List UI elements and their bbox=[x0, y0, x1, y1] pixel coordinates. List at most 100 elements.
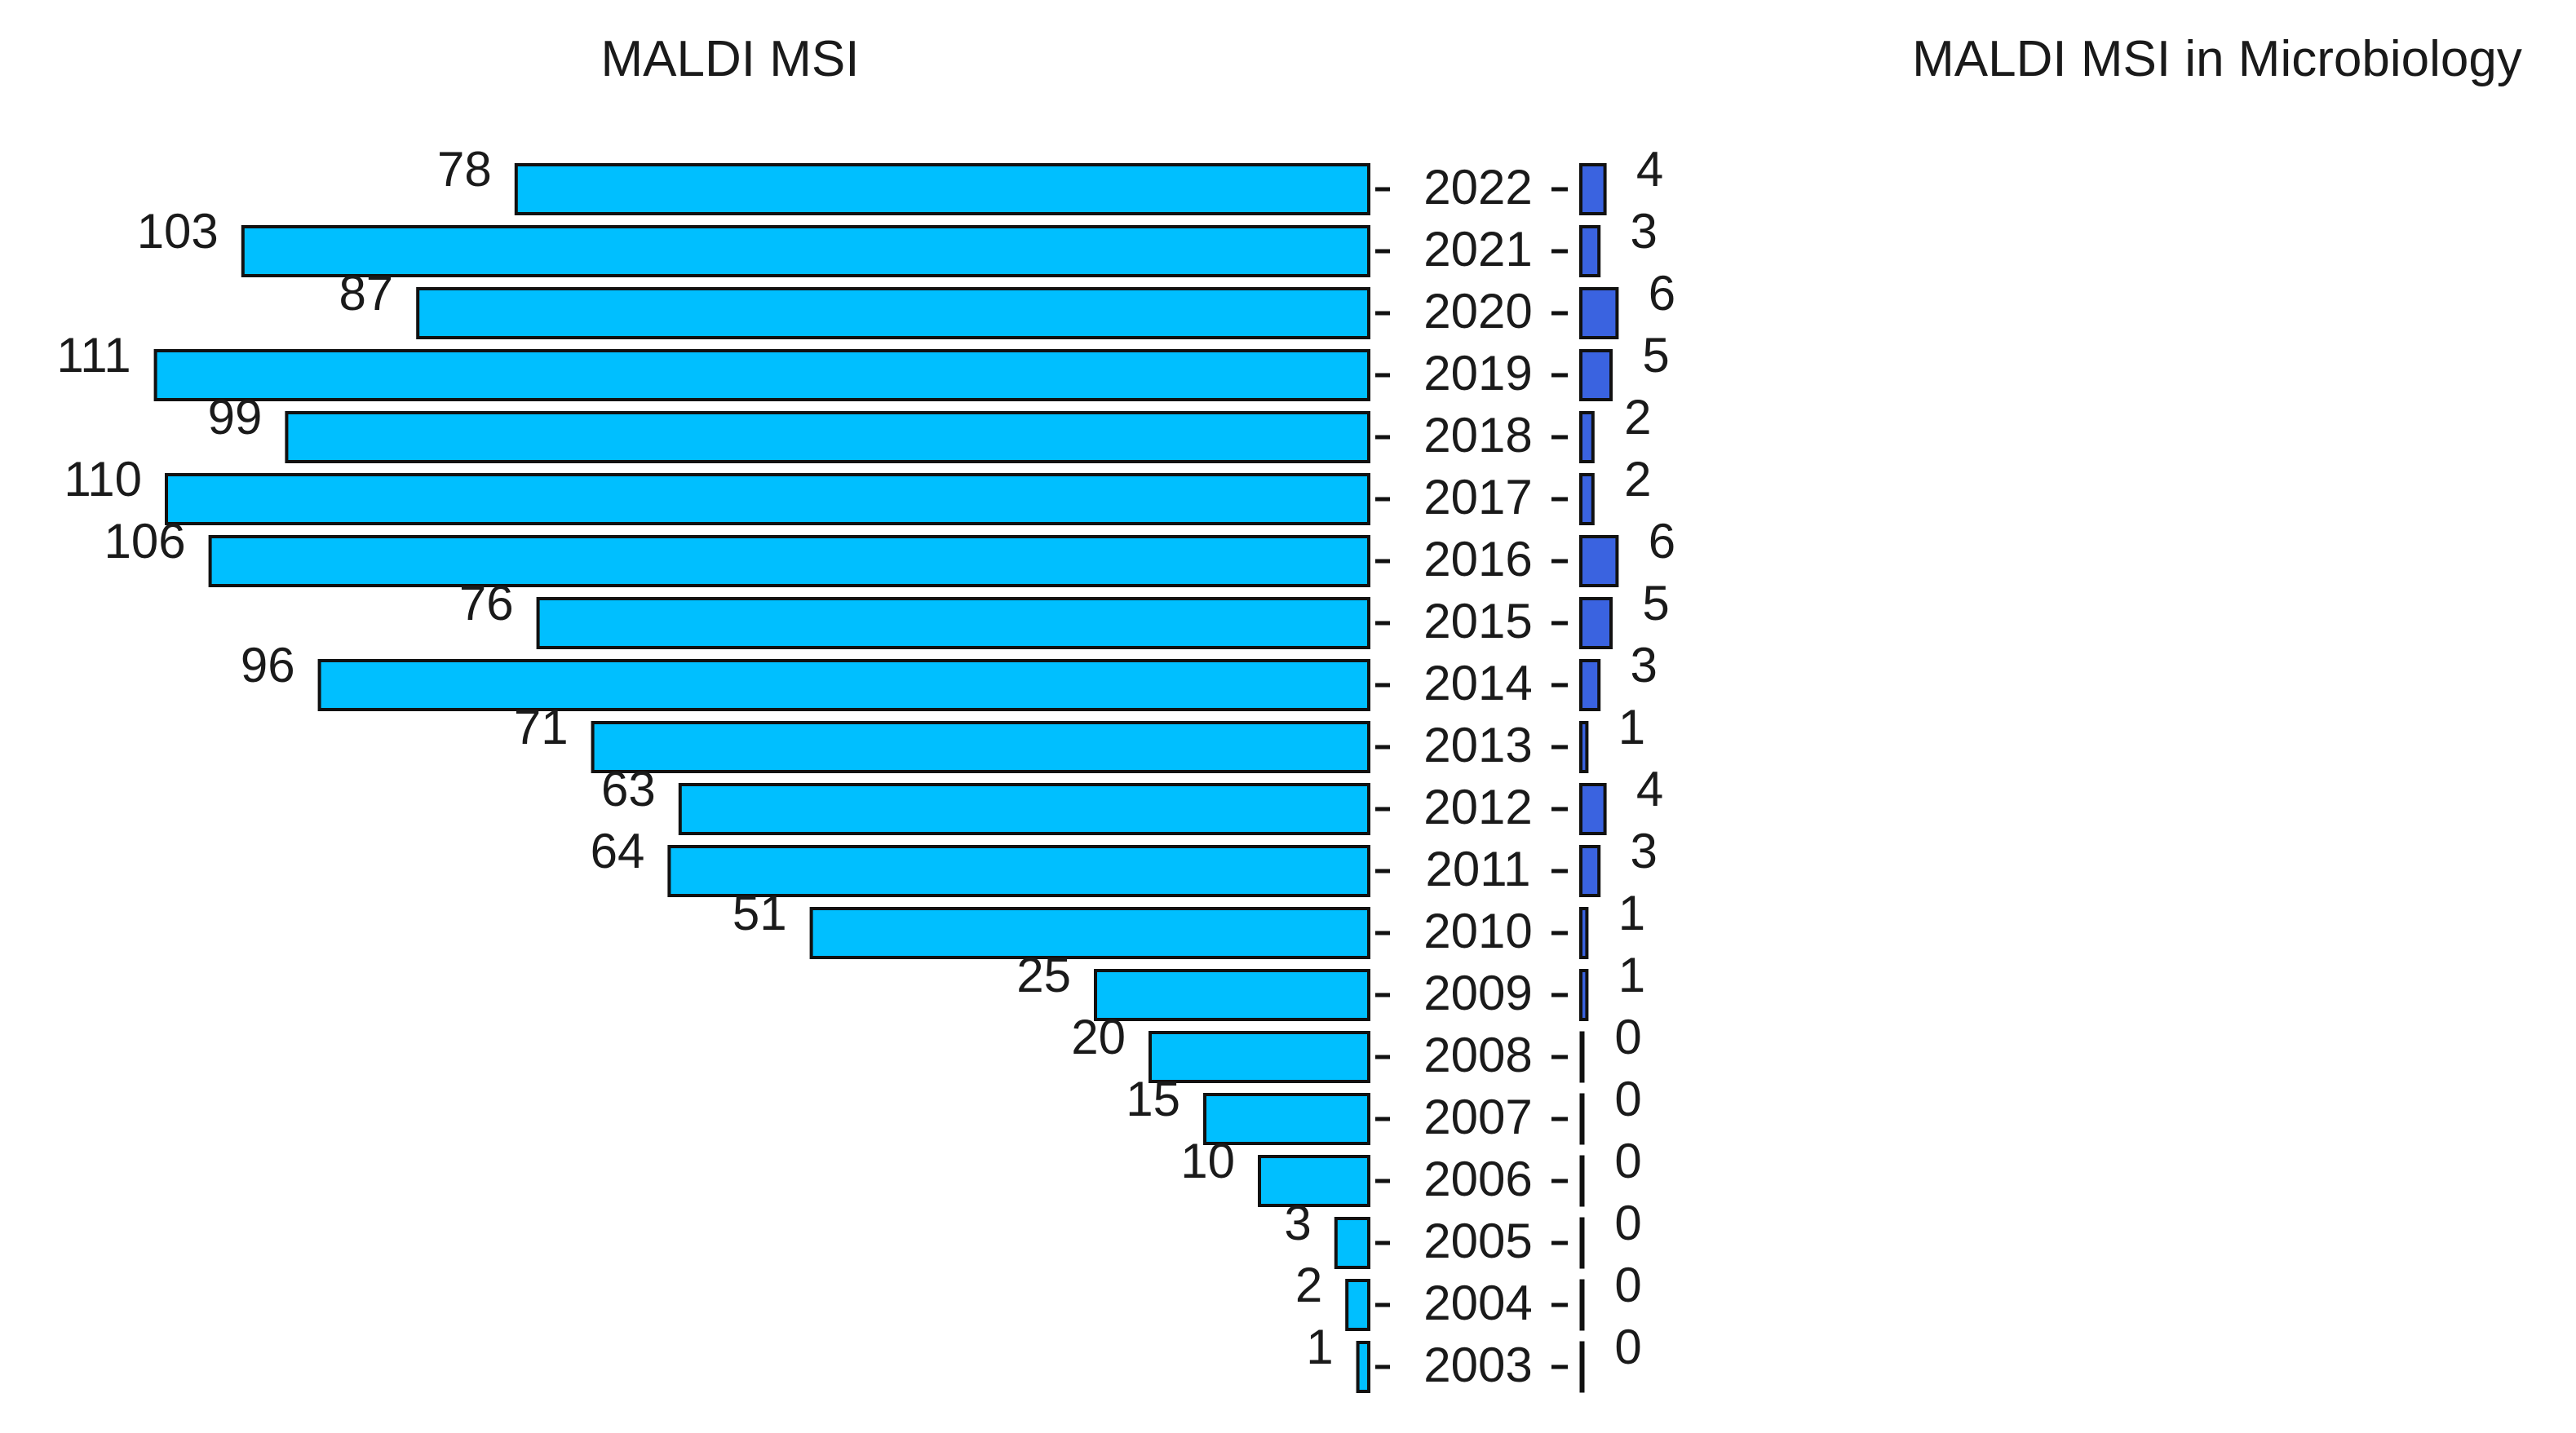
right-bar-2010 bbox=[1579, 907, 1589, 959]
left-bar-2004 bbox=[1345, 1279, 1370, 1331]
year-label-2010: 2010 bbox=[1423, 904, 1532, 958]
year-label-2015: 2015 bbox=[1423, 594, 1532, 648]
left-value-label-2014: 96 bbox=[241, 638, 295, 692]
right-value-label-2008: 0 bbox=[1614, 1010, 1641, 1064]
right-value-label-2007: 0 bbox=[1614, 1072, 1641, 1126]
right-value-label-2022: 4 bbox=[1636, 142, 1663, 197]
year-label-2007: 2007 bbox=[1423, 1090, 1532, 1144]
right-bar-2022 bbox=[1579, 163, 1607, 215]
year-label-2014: 2014 bbox=[1423, 656, 1532, 710]
right-bar-2005 bbox=[1579, 1217, 1585, 1269]
year-label-2021: 2021 bbox=[1423, 222, 1532, 276]
left-value-label-2022: 78 bbox=[437, 142, 492, 197]
year-label-2004: 2004 bbox=[1423, 1276, 1532, 1330]
year-label-2018: 2018 bbox=[1423, 408, 1532, 462]
year-label-2005: 2005 bbox=[1423, 1214, 1532, 1268]
left-bar-2009 bbox=[1094, 969, 1370, 1021]
year-label-2012: 2012 bbox=[1423, 780, 1532, 834]
left-value-label-2003: 1 bbox=[1306, 1320, 1333, 1374]
year-axis: 2022 2021 2020 2019 2018 2017 2016 2015 2014 2013… bbox=[1375, 160, 1568, 1392]
year-label-2017: 2017 bbox=[1423, 470, 1532, 524]
left-value-label-2019: 111 bbox=[56, 328, 131, 383]
right-value-label-2006: 0 bbox=[1614, 1134, 1641, 1188]
right-value-label-2005: 0 bbox=[1614, 1196, 1641, 1250]
left-bar-2003 bbox=[1356, 1341, 1370, 1393]
right-bar-2017 bbox=[1579, 473, 1595, 525]
left-bar-2015 bbox=[536, 597, 1370, 649]
right-value-label-2011: 3 bbox=[1631, 824, 1658, 878]
year-label-2020: 2020 bbox=[1423, 284, 1532, 338]
right-value-label-2013: 1 bbox=[1618, 700, 1645, 754]
right-bar-2014 bbox=[1579, 659, 1601, 711]
left-value-label-2021: 103 bbox=[137, 204, 219, 259]
left-bar-2013 bbox=[591, 721, 1370, 773]
left-bar-2012 bbox=[678, 783, 1370, 835]
left-bar-2008 bbox=[1149, 1031, 1370, 1083]
left-value-label-2009: 25 bbox=[1016, 948, 1071, 1002]
right-bar-2015 bbox=[1579, 597, 1613, 649]
right-value-label-2010: 1 bbox=[1618, 886, 1645, 940]
right-value-label-2020: 6 bbox=[1649, 266, 1675, 321]
year-label-2019: 2019 bbox=[1423, 346, 1532, 400]
left-value-label-2016: 106 bbox=[104, 514, 185, 568]
left-bar-2017 bbox=[165, 473, 1370, 525]
left-bar-2010 bbox=[809, 907, 1370, 959]
right-bar-2011 bbox=[1579, 845, 1601, 897]
left-value-label-2007: 15 bbox=[1126, 1072, 1180, 1126]
right-bar-2019 bbox=[1579, 349, 1613, 401]
right-bar-2020 bbox=[1579, 287, 1619, 339]
year-label-2008: 2008 bbox=[1423, 1028, 1532, 1082]
left-bars: 7810387111991101067696716364512520151032… bbox=[56, 142, 1371, 1393]
left-bar-2022 bbox=[514, 163, 1370, 215]
left-bar-2018 bbox=[285, 411, 1370, 463]
left-bar-2007 bbox=[1203, 1093, 1370, 1145]
left-value-label-2018: 99 bbox=[208, 390, 263, 444]
right-value-label-2017: 2 bbox=[1624, 452, 1651, 506]
left-value-label-2015: 76 bbox=[459, 576, 514, 630]
year-label-2011: 2011 bbox=[1425, 842, 1530, 896]
left-value-label-2020: 87 bbox=[339, 266, 393, 321]
left-value-label-2006: 10 bbox=[1180, 1134, 1235, 1188]
right-bar-2003 bbox=[1579, 1341, 1585, 1393]
left-bar-2021 bbox=[241, 225, 1370, 277]
left-bar-2005 bbox=[1334, 1217, 1371, 1269]
right-value-label-2004: 0 bbox=[1614, 1258, 1641, 1312]
right-value-label-2015: 5 bbox=[1642, 576, 1669, 630]
left-bar-2016 bbox=[208, 535, 1371, 587]
right-bar-2004 bbox=[1579, 1279, 1585, 1331]
left-value-label-2013: 71 bbox=[514, 700, 569, 754]
right-value-label-2016: 6 bbox=[1649, 514, 1675, 568]
year-label-2013: 2013 bbox=[1423, 718, 1532, 772]
right-value-label-2021: 3 bbox=[1631, 204, 1658, 259]
right-value-label-2012: 4 bbox=[1636, 762, 1663, 816]
year-label-2003: 2003 bbox=[1423, 1338, 1532, 1392]
right-value-label-2018: 2 bbox=[1624, 390, 1651, 444]
right-bar-2009 bbox=[1579, 969, 1589, 1021]
right-bar-2021 bbox=[1579, 225, 1601, 277]
year-label-2009: 2009 bbox=[1423, 966, 1532, 1020]
right-bar-2012 bbox=[1579, 783, 1607, 835]
right-value-label-2003: 0 bbox=[1614, 1320, 1641, 1374]
right-bar-2016 bbox=[1579, 535, 1619, 587]
right-chart-title: MALDI MSI in Microbiology bbox=[1912, 31, 2522, 87]
right-bar-2013 bbox=[1579, 721, 1589, 773]
year-label-2016: 2016 bbox=[1423, 532, 1532, 586]
left-bar-2011 bbox=[667, 845, 1370, 897]
left-bar-2014 bbox=[317, 659, 1371, 711]
left-value-label-2011: 64 bbox=[591, 824, 645, 878]
left-bar-2006 bbox=[1258, 1155, 1370, 1207]
right-bar-2018 bbox=[1579, 411, 1595, 463]
left-chart-title: MALDI MSI bbox=[601, 31, 860, 87]
right-value-label-2019: 5 bbox=[1642, 328, 1669, 383]
left-value-label-2005: 3 bbox=[1284, 1196, 1311, 1250]
right-bar-2008 bbox=[1579, 1031, 1585, 1083]
left-value-label-2012: 63 bbox=[601, 762, 656, 816]
left-value-label-2017: 110 bbox=[64, 452, 142, 506]
left-bar-2019 bbox=[153, 349, 1371, 401]
right-bar-2007 bbox=[1579, 1093, 1585, 1145]
left-value-label-2004: 2 bbox=[1295, 1258, 1322, 1312]
left-bar-2020 bbox=[416, 287, 1371, 339]
left-value-label-2008: 20 bbox=[1071, 1010, 1126, 1064]
left-value-label-2010: 51 bbox=[733, 886, 787, 940]
